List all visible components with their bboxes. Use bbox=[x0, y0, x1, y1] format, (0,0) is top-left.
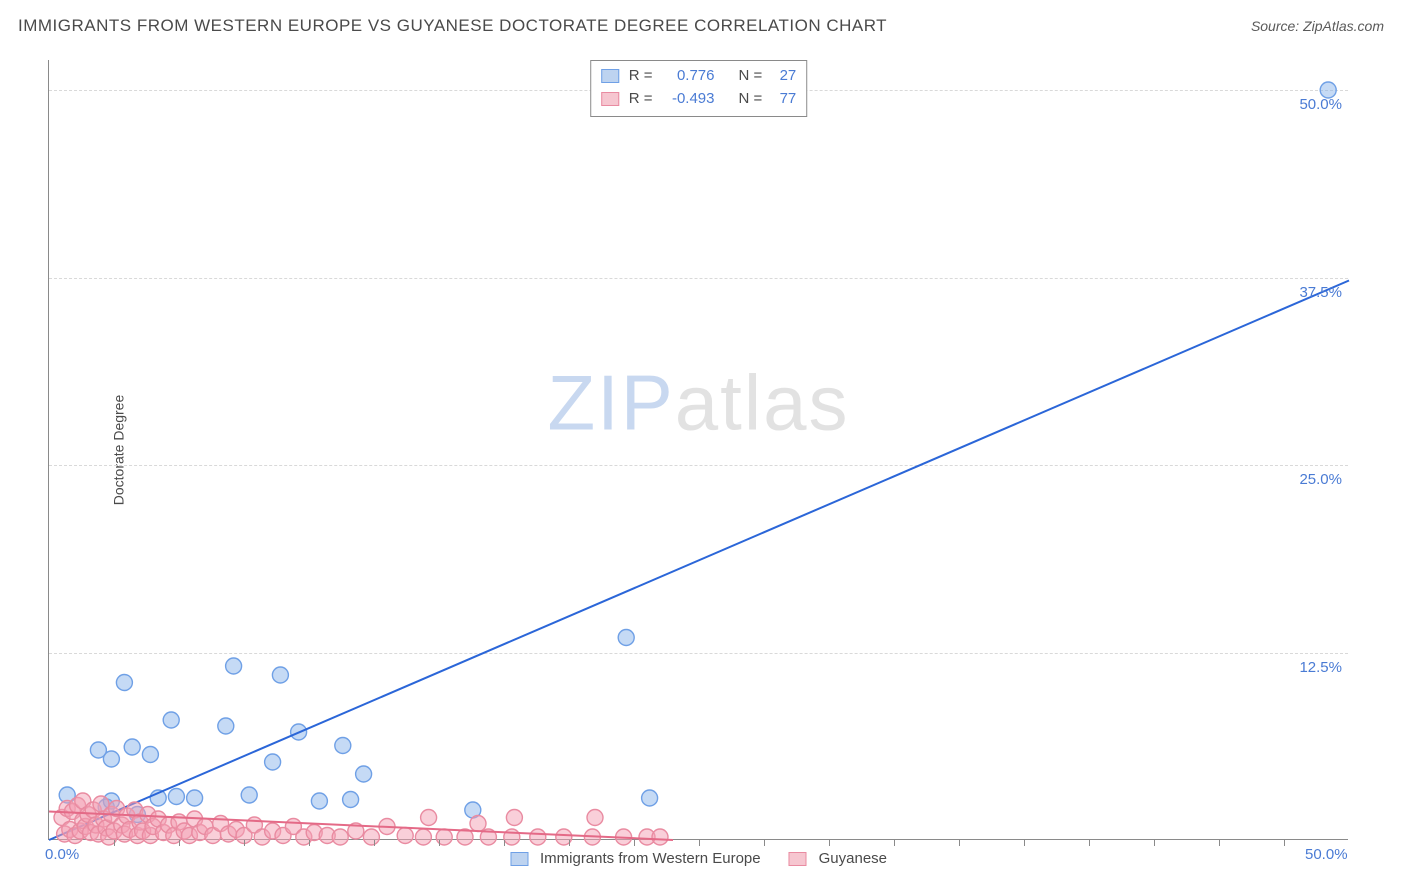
legend-swatch bbox=[601, 92, 619, 106]
x-minor-tick bbox=[439, 840, 440, 846]
source-prefix: Source: bbox=[1251, 18, 1303, 34]
scatter-point bbox=[124, 739, 140, 755]
scatter-point bbox=[506, 810, 522, 826]
x-minor-tick bbox=[309, 840, 310, 846]
chart-source: Source: ZipAtlas.com bbox=[1251, 18, 1384, 34]
x-minor-tick bbox=[244, 840, 245, 846]
scatter-point bbox=[618, 630, 634, 646]
r-value: 0.776 bbox=[659, 65, 715, 88]
scatter-point bbox=[335, 738, 351, 754]
legend-label: Guyanese bbox=[819, 850, 887, 867]
x-minor-tick bbox=[374, 840, 375, 846]
trend-line bbox=[49, 281, 1349, 841]
x-minor-tick bbox=[1024, 840, 1025, 846]
x-minor-tick bbox=[1089, 840, 1090, 846]
scatter-point bbox=[332, 829, 348, 845]
x-minor-tick bbox=[894, 840, 895, 846]
scatter-point bbox=[187, 790, 203, 806]
scatter-point bbox=[530, 829, 546, 845]
scatter-point bbox=[587, 810, 603, 826]
chart-header: IMMIGRANTS FROM WESTERN EUROPE VS GUYANE… bbox=[18, 16, 1384, 36]
y-tick-label: 12.5% bbox=[1299, 659, 1342, 676]
scatter-point bbox=[103, 751, 119, 767]
r-value: -0.493 bbox=[659, 88, 715, 111]
legend-swatch bbox=[601, 69, 619, 83]
scatter-point bbox=[415, 829, 431, 845]
source-name: ZipAtlas.com bbox=[1303, 18, 1384, 34]
n-value: 27 bbox=[768, 65, 796, 88]
scatter-point bbox=[168, 789, 184, 805]
n-value: 77 bbox=[768, 88, 796, 111]
n-label: N = bbox=[739, 65, 763, 88]
x-minor-tick bbox=[1219, 840, 1220, 846]
y-tick-label: 25.0% bbox=[1299, 471, 1342, 488]
scatter-point bbox=[272, 667, 288, 683]
scatter-point bbox=[356, 766, 372, 782]
scatter-point bbox=[226, 658, 242, 674]
x-minor-tick bbox=[699, 840, 700, 846]
scatter-point bbox=[218, 718, 234, 734]
scatter-point bbox=[241, 787, 257, 803]
scatter-point bbox=[652, 829, 668, 845]
x-minor-tick bbox=[114, 840, 115, 846]
y-tick-label: 50.0% bbox=[1299, 96, 1342, 113]
legend-item: Immigrants from Western Europe bbox=[510, 850, 761, 867]
scatter-point bbox=[421, 810, 437, 826]
stats-legend-row: R = 0.776 N =27 bbox=[601, 65, 797, 88]
x-minor-tick bbox=[1154, 840, 1155, 846]
stats-legend: R = 0.776 N =27 R = -0.493 N =77 bbox=[590, 60, 808, 117]
r-label: R = bbox=[629, 88, 653, 111]
x-minor-tick bbox=[504, 840, 505, 846]
x-minor-tick bbox=[569, 840, 570, 846]
x-minor-tick bbox=[1284, 840, 1285, 846]
x-tick-label: 50.0% bbox=[1305, 846, 1348, 863]
x-minor-tick bbox=[634, 840, 635, 846]
scatter-point bbox=[142, 747, 158, 763]
scatter-point bbox=[163, 712, 179, 728]
legend-swatch bbox=[789, 852, 807, 866]
legend-swatch bbox=[510, 852, 528, 866]
scatter-point bbox=[311, 793, 327, 809]
x-tick-label: 0.0% bbox=[45, 846, 79, 863]
x-minor-tick bbox=[959, 840, 960, 846]
scatter-point bbox=[116, 675, 132, 691]
x-minor-tick bbox=[764, 840, 765, 846]
r-label: R = bbox=[629, 65, 653, 88]
stats-legend-row: R = -0.493 N =77 bbox=[601, 88, 797, 111]
scatter-point bbox=[265, 754, 281, 770]
chart-title: IMMIGRANTS FROM WESTERN EUROPE VS GUYANE… bbox=[18, 16, 887, 36]
legend-item: Guyanese bbox=[789, 850, 887, 867]
legend-label: Immigrants from Western Europe bbox=[540, 850, 761, 867]
y-tick-label: 37.5% bbox=[1299, 284, 1342, 301]
n-label: N = bbox=[739, 88, 763, 111]
scatter-point bbox=[363, 829, 379, 845]
scatter-point bbox=[397, 828, 413, 844]
scatter-point bbox=[642, 790, 658, 806]
chart-svg bbox=[49, 60, 1348, 839]
scatter-point bbox=[470, 816, 486, 832]
bottom-legend: Immigrants from Western Europe Guyanese bbox=[510, 850, 887, 867]
x-minor-tick bbox=[179, 840, 180, 846]
x-minor-tick bbox=[829, 840, 830, 846]
scatter-point bbox=[343, 792, 359, 808]
plot-area: Doctorate Degree ZIPatlas R =0.776N =27R… bbox=[48, 60, 1348, 840]
